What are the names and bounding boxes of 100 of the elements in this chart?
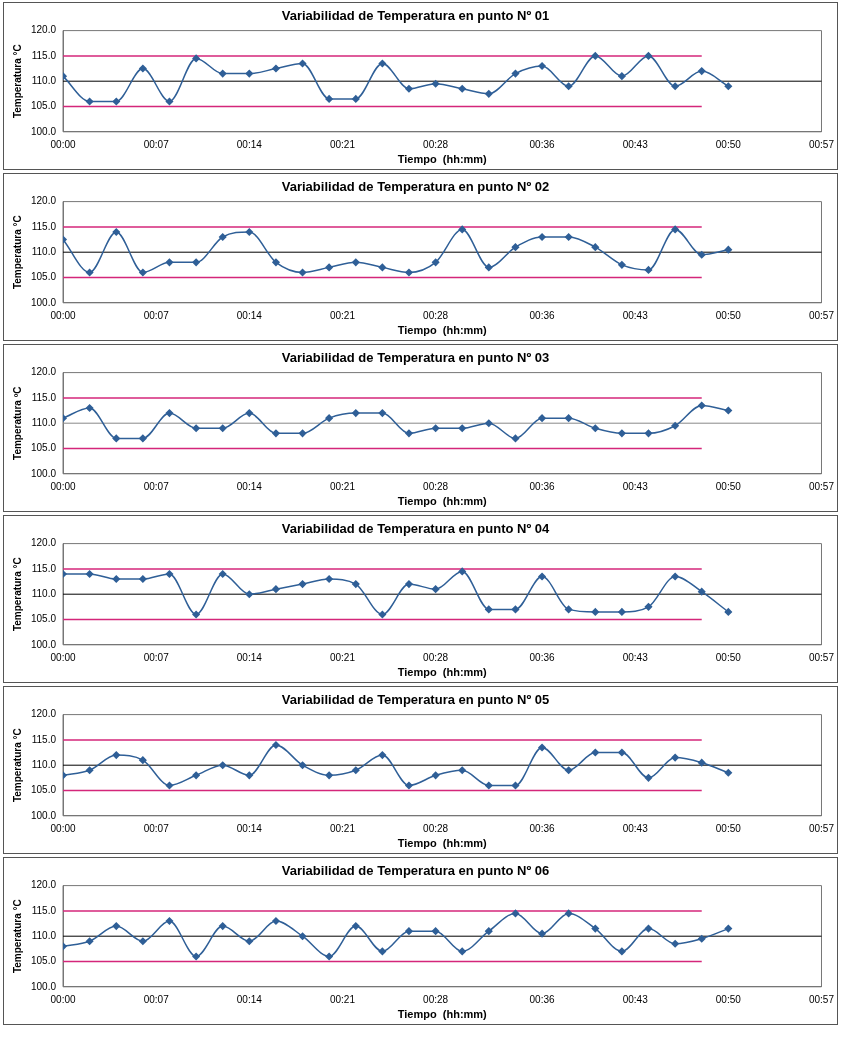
point	[405, 268, 413, 277]
point	[352, 766, 360, 775]
chart-title: Variabilidad de Temperatura en punto Nº 04	[281, 521, 550, 537]
point	[511, 781, 520, 790]
point	[352, 580, 360, 588]
y-tick-label: 105.0	[30, 442, 57, 454]
point	[272, 64, 280, 73]
point	[618, 72, 626, 80]
point	[192, 424, 200, 433]
point	[671, 753, 679, 762]
x-axis-title: Tiempo (hh:mm)	[397, 324, 488, 337]
point	[724, 406, 733, 415]
chart-title: Variabilidad de Temperatura en punto Nº 02	[281, 179, 550, 195]
y-tick-label: 120.0	[30, 24, 57, 36]
point	[85, 937, 94, 946]
point	[591, 424, 600, 433]
point	[538, 743, 546, 752]
point	[671, 225, 679, 234]
chart-title: Variabilidad de Temperatura en punto Nº 01	[281, 8, 550, 24]
point	[671, 82, 679, 91]
point	[272, 585, 280, 593]
y-tick-label: 100.0	[30, 467, 57, 479]
point	[139, 575, 147, 583]
chart-title: Variabilidad de Temperatura en punto Nº 06	[281, 863, 550, 879]
point	[245, 69, 254, 78]
point	[378, 947, 387, 956]
x-tick-label: 00:43	[622, 309, 649, 321]
x-tick-label: 00:57	[808, 822, 835, 834]
y-tick-label: 115.0	[31, 220, 57, 232]
point	[165, 781, 174, 790]
point	[405, 927, 413, 935]
point	[325, 952, 333, 961]
x-tick-label: 00:28	[423, 309, 449, 321]
point	[139, 64, 147, 73]
x-tick-label: 00:57	[808, 138, 835, 150]
point	[352, 95, 360, 103]
y-tick-label: 110.0	[31, 416, 57, 428]
point	[405, 580, 413, 588]
x-tick-label: 00:21	[329, 138, 356, 150]
y-axis-title: Temperatura °C	[11, 899, 23, 974]
point	[644, 52, 653, 60]
x-tick-label: 00:00	[50, 138, 76, 150]
point	[724, 245, 733, 254]
point	[325, 575, 333, 583]
point	[591, 52, 600, 60]
point	[272, 741, 280, 749]
point	[564, 605, 573, 614]
point	[165, 917, 174, 925]
y-axis-title: Temperatura ºC	[11, 386, 23, 460]
point	[644, 429, 653, 438]
y-tick-label: 120.0	[30, 537, 57, 549]
point	[458, 424, 466, 433]
y-axis-title: Temperatura °C	[11, 44, 23, 119]
x-tick-label: 00:07	[143, 822, 170, 834]
point	[112, 97, 121, 106]
point	[485, 419, 493, 427]
point	[431, 79, 440, 88]
point	[378, 751, 387, 759]
point	[644, 924, 653, 933]
y-tick-label: 115.0	[31, 391, 57, 403]
point	[618, 608, 626, 616]
x-tick-label: 00:07	[143, 138, 170, 150]
y-tick-label: 105.0	[30, 100, 57, 112]
x-tick-label: 00:07	[143, 651, 170, 663]
x-tick-label: 00:43	[622, 993, 649, 1005]
x-tick-label: 00:50	[715, 480, 742, 492]
point	[405, 429, 413, 438]
point	[218, 233, 227, 241]
x-tick-label: 00:57	[808, 993, 835, 1005]
point	[485, 605, 493, 614]
y-tick-label: 100.0	[30, 125, 57, 137]
point	[511, 69, 520, 78]
point	[618, 261, 626, 269]
point	[671, 572, 679, 581]
y-axis-title: Temperatura °C	[11, 557, 23, 632]
x-tick-label: 00:43	[622, 480, 649, 492]
point	[644, 266, 653, 274]
point	[139, 937, 147, 946]
point	[245, 590, 254, 598]
x-tick-label: 00:21	[329, 309, 356, 321]
point	[298, 580, 307, 588]
point	[644, 774, 653, 782]
x-tick-label: 00:28	[423, 480, 449, 492]
point	[112, 922, 121, 930]
point	[644, 603, 653, 611]
point	[139, 268, 147, 277]
point	[245, 937, 254, 946]
x-tick-label: 00:28	[423, 993, 449, 1005]
point	[165, 258, 174, 267]
point	[511, 909, 520, 918]
x-tick-label: 00:21	[329, 480, 356, 492]
point	[325, 414, 333, 422]
x-tick-label: 00:43	[622, 138, 649, 150]
x-tick-label: 00:28	[423, 138, 449, 150]
x-tick-label: 00:36	[529, 480, 555, 492]
point	[511, 243, 520, 251]
x-axis-title: Tiempo (hh:mm)	[397, 153, 488, 166]
point	[298, 429, 307, 438]
x-axis-title: Tiempo (hh:mm)	[397, 666, 488, 679]
point	[671, 421, 679, 430]
